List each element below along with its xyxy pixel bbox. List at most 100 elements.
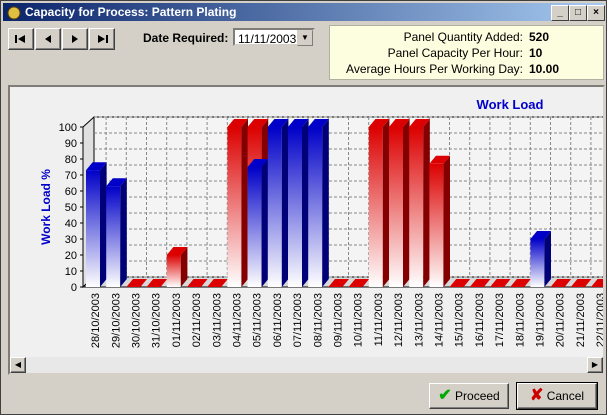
bar-side bbox=[382, 119, 390, 287]
close-button[interactable]: × bbox=[587, 5, 605, 21]
app-icon bbox=[7, 6, 21, 20]
last-button[interactable] bbox=[89, 28, 115, 50]
x-tick-label: 21/11/2003 bbox=[575, 293, 587, 347]
y-tick-label: 90 bbox=[65, 138, 77, 150]
date-value: 11/11/2003 bbox=[238, 32, 297, 46]
bar-top bbox=[86, 162, 107, 171]
first-button[interactable] bbox=[8, 28, 34, 50]
x-tick-label: 01/11/2003 bbox=[171, 293, 183, 347]
bar-top bbox=[591, 279, 603, 287]
y-axis-title: Work Load % bbox=[39, 169, 53, 245]
x-tick-label: 28/10/2003 bbox=[90, 293, 102, 348]
bar bbox=[510, 279, 531, 287]
scroll-bar[interactable]: ◀ ▶ bbox=[10, 357, 603, 373]
bar bbox=[267, 119, 289, 287]
bar bbox=[469, 279, 491, 287]
bar-top bbox=[146, 279, 168, 287]
x-tick-label: 19/11/2003 bbox=[535, 293, 547, 347]
bar-side bbox=[120, 178, 127, 287]
bar-top bbox=[530, 231, 551, 239]
bar-top bbox=[247, 119, 269, 127]
combo-arrow[interactable]: ▼ bbox=[297, 30, 313, 46]
bar-side bbox=[403, 119, 410, 287]
y-tick-label: 30 bbox=[65, 234, 77, 246]
bar bbox=[389, 119, 410, 287]
bar bbox=[247, 159, 269, 287]
x-tick-label: 12/11/2003 bbox=[393, 293, 405, 347]
x-tick-label: 05/11/2003 bbox=[252, 293, 264, 347]
bar-side bbox=[241, 119, 248, 287]
bar-top bbox=[490, 279, 511, 287]
x-tick-label: 14/11/2003 bbox=[434, 293, 446, 347]
x-tick-label: 06/11/2003 bbox=[272, 293, 284, 347]
scroll-right[interactable]: ▶ bbox=[587, 357, 603, 373]
bar bbox=[449, 279, 471, 287]
bar bbox=[86, 162, 107, 287]
y-tick-label: 70 bbox=[65, 170, 77, 182]
bar-front bbox=[429, 163, 444, 287]
bar-top bbox=[288, 119, 309, 127]
chart-title: Work Load bbox=[477, 97, 544, 112]
y-tick-label: 100 bbox=[59, 122, 77, 134]
bar-front bbox=[368, 127, 383, 287]
bar-front bbox=[247, 167, 262, 287]
bar-top bbox=[550, 279, 572, 287]
cancel-button[interactable]: ✘ Cancel bbox=[516, 382, 598, 410]
date-combo[interactable]: 11/11/2003 ▼ bbox=[233, 28, 315, 46]
bar-top bbox=[368, 119, 390, 127]
info-panel: Panel Quantity Added: 520 Panel Capacity P… bbox=[329, 25, 604, 80]
previous-button[interactable] bbox=[35, 28, 61, 50]
bar bbox=[348, 279, 370, 287]
bar-top bbox=[570, 279, 592, 287]
x-tick-label: 30/10/2003 bbox=[131, 293, 143, 348]
bar-side bbox=[302, 119, 309, 287]
bar-side bbox=[423, 119, 430, 287]
bar-top bbox=[247, 159, 269, 167]
bar bbox=[126, 279, 147, 287]
bar-top bbox=[469, 279, 491, 287]
bar-top bbox=[328, 279, 349, 287]
bar bbox=[288, 119, 309, 287]
scroll-left[interactable]: ◀ bbox=[10, 357, 26, 373]
title-bar: Capacity for Process: Pattern Plating _ … bbox=[3, 3, 605, 21]
bar-top bbox=[126, 279, 147, 287]
next-button[interactable] bbox=[62, 28, 88, 50]
bar-top bbox=[166, 247, 188, 255]
y-tick-label: 20 bbox=[65, 250, 77, 262]
info-row: Panel Capacity Per Hour: 10 bbox=[388, 45, 587, 61]
bar-top bbox=[348, 279, 370, 287]
x-tick-label: 31/10/2003 bbox=[151, 293, 163, 348]
info-row: Average Hours Per Working Day: 10.00 bbox=[346, 61, 587, 77]
bar bbox=[429, 155, 450, 287]
info-value: 520 bbox=[529, 30, 550, 44]
x-tick-label: 08/11/2003 bbox=[312, 293, 324, 347]
x-tick-label: 15/11/2003 bbox=[454, 293, 466, 347]
bar bbox=[187, 279, 208, 287]
info-value: 10.00 bbox=[529, 62, 560, 76]
bar bbox=[308, 119, 329, 287]
bar-side bbox=[544, 231, 551, 287]
bar-top bbox=[187, 279, 208, 287]
maximize-button[interactable]: □ bbox=[569, 5, 587, 21]
bar bbox=[368, 119, 390, 287]
minimize-button[interactable]: _ bbox=[551, 5, 569, 21]
cancel-label: Cancel bbox=[546, 389, 585, 403]
bar-top bbox=[510, 279, 531, 287]
x-tick-label: 03/11/2003 bbox=[211, 293, 223, 347]
bar bbox=[166, 247, 188, 287]
chart-frame: 0 10 20 30 40 50 60 70 80 90 100 28/10/2003 29/10/20… bbox=[8, 85, 605, 375]
info-row: Panel Quantity Added: 520 bbox=[404, 29, 587, 45]
bar-side bbox=[261, 159, 269, 287]
x-tick-label: 11/11/2003 bbox=[373, 293, 385, 346]
bar-side bbox=[322, 119, 329, 287]
bar bbox=[490, 279, 511, 287]
bar bbox=[409, 119, 430, 287]
proceed-button[interactable]: ✔ Proceed bbox=[429, 383, 509, 409]
x-tick-label: 04/11/2003 bbox=[232, 293, 244, 347]
x-tick-label: 22/11/2003 bbox=[595, 293, 603, 347]
bar-side bbox=[443, 155, 450, 287]
bar-top bbox=[267, 119, 289, 127]
bar-top bbox=[409, 119, 430, 127]
bar bbox=[207, 279, 228, 287]
